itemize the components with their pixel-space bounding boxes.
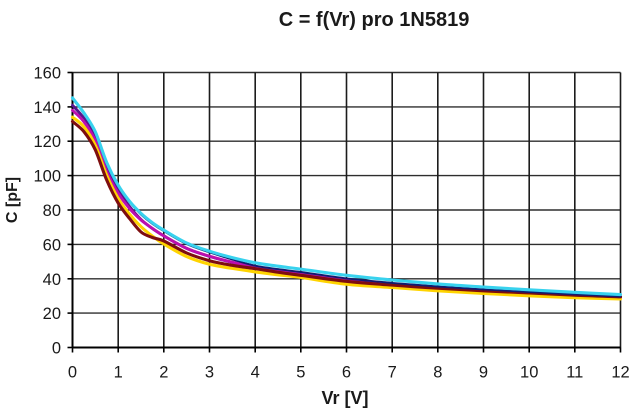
- svg-text:100: 100: [33, 168, 61, 186]
- svg-text:12: 12: [611, 364, 629, 382]
- svg-text:3: 3: [205, 364, 214, 382]
- svg-text:5: 5: [296, 364, 305, 382]
- svg-text:40: 40: [43, 271, 61, 289]
- svg-text:120: 120: [33, 133, 61, 151]
- svg-text:0: 0: [68, 364, 77, 382]
- svg-text:C = f(Vr) pro 1N5819: C = f(Vr) pro 1N5819: [279, 9, 470, 31]
- svg-text:60: 60: [43, 236, 61, 254]
- svg-text:7: 7: [388, 364, 397, 382]
- svg-text:C [pF]: C [pF]: [4, 177, 21, 223]
- svg-text:140: 140: [33, 99, 61, 117]
- svg-text:11: 11: [566, 364, 583, 382]
- svg-text:4: 4: [251, 364, 260, 382]
- svg-text:160: 160: [33, 65, 61, 83]
- svg-text:1: 1: [114, 364, 123, 382]
- svg-text:9: 9: [479, 364, 488, 382]
- svg-text:8: 8: [433, 364, 442, 382]
- svg-text:6: 6: [342, 364, 351, 382]
- svg-text:20: 20: [43, 305, 61, 323]
- svg-text:Vr [V]: Vr [V]: [321, 388, 368, 408]
- svg-text:0: 0: [52, 340, 61, 358]
- svg-text:10: 10: [520, 364, 538, 382]
- svg-text:80: 80: [43, 202, 61, 220]
- svg-text:2: 2: [159, 364, 168, 382]
